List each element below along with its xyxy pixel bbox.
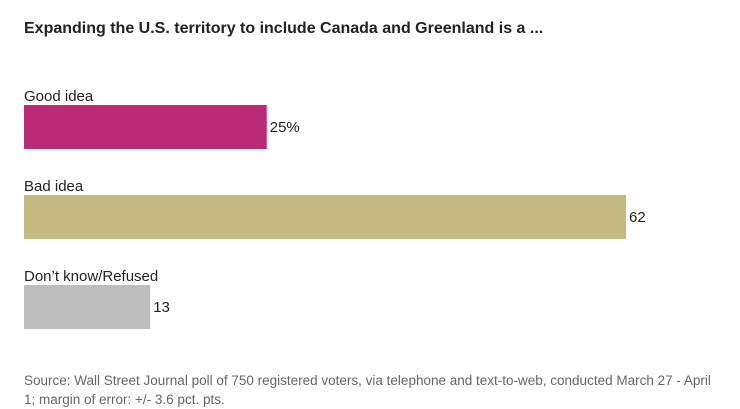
source-note: Source: Wall Street Journal poll of 750 … bbox=[24, 373, 711, 407]
value-label-don-t-know-refused: 13 bbox=[153, 299, 170, 316]
bar-don-t-know-refused bbox=[24, 285, 151, 329]
value-label-good-idea: 25% bbox=[270, 119, 300, 136]
category-label-bad-idea: Bad idea bbox=[24, 178, 84, 195]
bar-chart: Good idea 25% Bad idea 62 Don’t know/Refused… bbox=[24, 88, 646, 329]
bar-good-idea bbox=[24, 105, 267, 149]
category-label-don-t-know-refused: Don’t know/Refused bbox=[24, 268, 158, 285]
category-label-good-idea: Good idea bbox=[24, 88, 94, 105]
bar-bad-idea bbox=[24, 195, 626, 239]
value-label-bad-idea: 62 bbox=[629, 209, 646, 226]
chart-title: Expanding the U.S. territory to include … bbox=[24, 20, 544, 37]
